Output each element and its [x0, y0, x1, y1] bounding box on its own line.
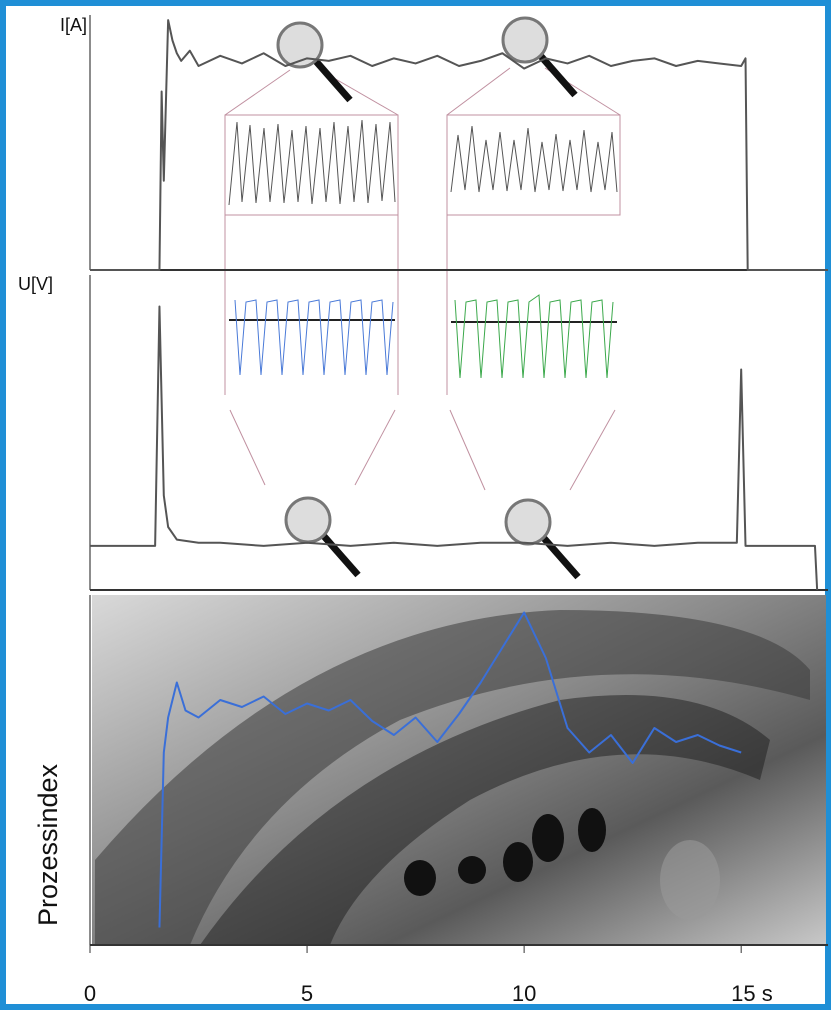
x-tick-label: 15 s	[731, 981, 773, 1006]
y-axis-label: I[A]	[60, 15, 87, 35]
data-line	[90, 305, 819, 591]
micrograph	[92, 595, 826, 945]
x-tick-label: 10	[512, 981, 536, 1006]
x-tick-label: 5	[301, 981, 313, 1006]
data-line	[90, 19, 828, 271]
y-axis-label: U[V]	[18, 274, 53, 294]
y-axis-label: Prozessindex	[33, 763, 63, 926]
plots: I[A] U[V] Prozessindex 0 5 10 15 s	[18, 15, 828, 1006]
data-line	[158, 611, 742, 928]
x-tick-label: 0	[84, 981, 96, 1006]
